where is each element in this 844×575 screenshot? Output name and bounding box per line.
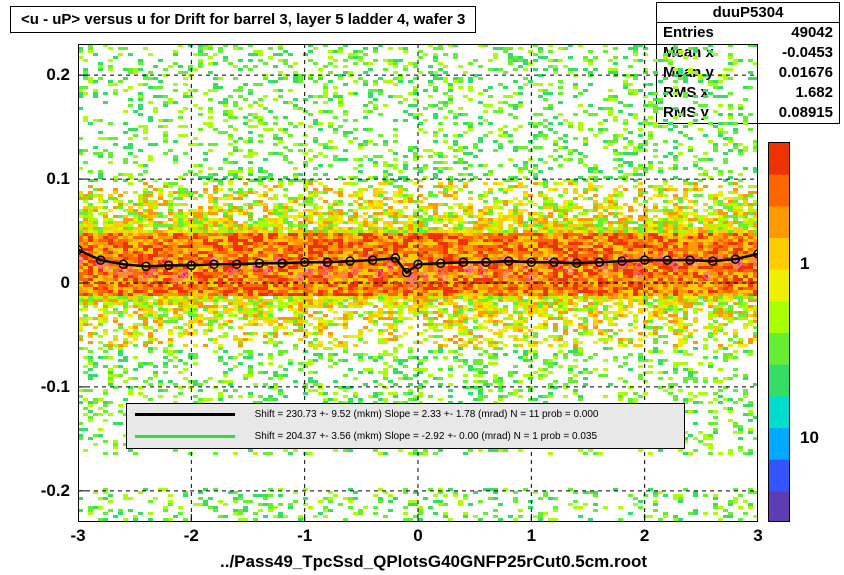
file-path-label: ../Pass49_TpcSsd_QPlotsG40GNFP25rCut0.5c… xyxy=(220,552,647,572)
plot-title: <u - uP> versus u for Drift for barrel 3… xyxy=(10,6,476,33)
stats-row-entries: Entries 49042 xyxy=(657,23,839,43)
colorbar-tick-label: 1 xyxy=(800,254,809,274)
stats-value: 1.682 xyxy=(795,83,833,103)
x-tick-label: -2 xyxy=(171,526,211,546)
plot-canvas xyxy=(78,44,758,522)
y-tick-label: 0 xyxy=(10,273,70,293)
stats-value: 49042 xyxy=(791,23,833,43)
legend-swatch xyxy=(135,435,235,438)
stats-label: Entries xyxy=(663,23,714,43)
x-tick-label: 0 xyxy=(398,526,438,546)
plot-title-text: <u - uP> versus u for Drift for barrel 3… xyxy=(21,11,465,28)
y-tick-label: -0.1 xyxy=(10,377,70,397)
legend-swatch xyxy=(135,413,235,416)
y-tick-label: 0.2 xyxy=(10,65,70,85)
legend-text: Shift = 204.37 +- 3.56 (mkm) Slope = -2.… xyxy=(255,431,597,442)
fit-legend: Shift = 230.73 +- 9.52 (mkm) Slope = 2.3… xyxy=(126,403,686,449)
x-tick-label: -3 xyxy=(58,526,98,546)
legend-row: Shift = 204.37 +- 3.56 (mkm) Slope = -2.… xyxy=(127,426,685,448)
y-tick-label: -0.2 xyxy=(10,481,70,501)
legend-row: Shift = 230.73 +- 9.52 (mkm) Slope = 2.3… xyxy=(127,404,685,426)
legend-text: Shift = 230.73 +- 9.52 (mkm) Slope = 2.3… xyxy=(255,409,599,420)
stats-name: duuP5304 xyxy=(657,3,839,23)
colorbar-tick-label: 10 xyxy=(800,428,819,448)
x-tick-label: 1 xyxy=(511,526,551,546)
stats-value: 0.01676 xyxy=(779,63,833,83)
x-tick-label: 3 xyxy=(738,526,778,546)
stats-value: 0.08915 xyxy=(779,103,833,123)
x-tick-label: 2 xyxy=(625,526,665,546)
plot-area: -0.2-0.100.10.2-3-2-10123Shift = 230.73 … xyxy=(78,44,758,522)
y-tick-label: 0.1 xyxy=(10,169,70,189)
colorbar xyxy=(768,142,790,522)
x-tick-label: -1 xyxy=(285,526,325,546)
file-path-text: ../Pass49_TpcSsd_QPlotsG40GNFP25rCut0.5c… xyxy=(220,552,647,571)
stats-value: -0.0453 xyxy=(782,43,833,63)
